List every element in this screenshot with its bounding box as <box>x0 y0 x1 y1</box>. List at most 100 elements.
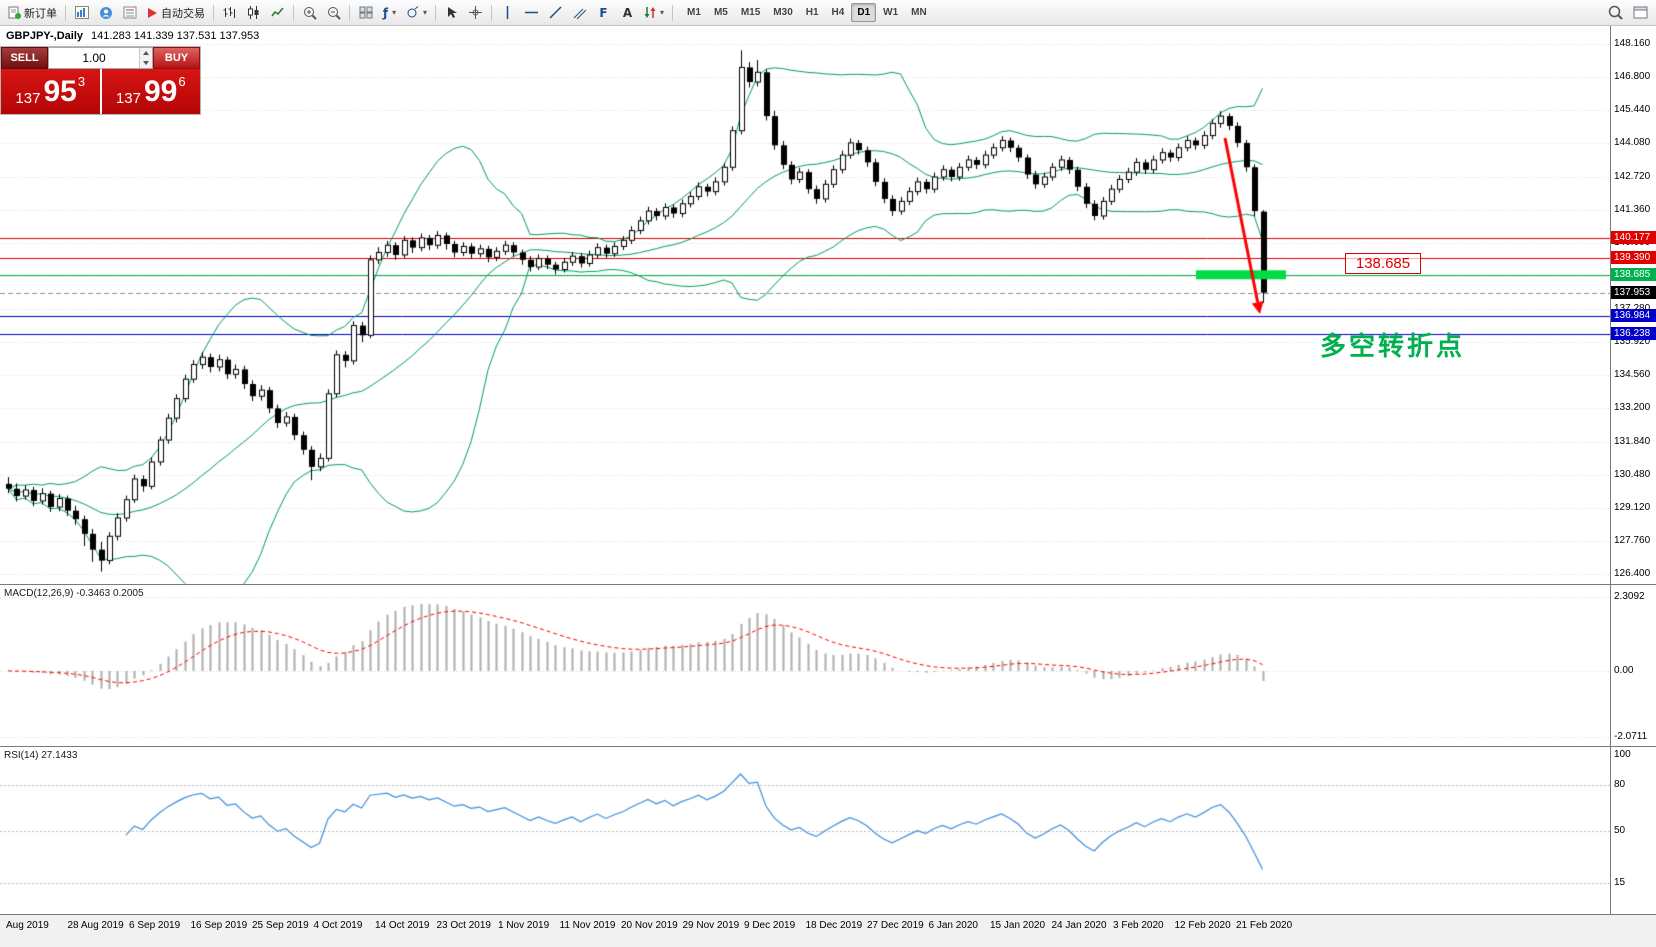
buy-price-integer: 137 <box>115 90 141 107</box>
macd-axis[interactable]: 2.3092 0.00 -2.0711 <box>1610 585 1656 746</box>
zoom-out-icon <box>327 6 341 20</box>
fibonacci-icon: F <box>599 5 608 20</box>
profile-button[interactable] <box>94 2 117 23</box>
price-axis-label: 135.920 <box>1614 336 1651 348</box>
toolbar-separator <box>672 4 674 21</box>
text-tool-icon: A <box>622 5 633 20</box>
turning-point-note[interactable]: 多空转折点 <box>1320 332 1466 362</box>
price-axis[interactable]: 148.160 146.800 145.440 144.080 142.720 141.3… <box>1610 26 1656 584</box>
price-axis-label: 148.160 <box>1614 38 1651 50</box>
buy-price-display[interactable]: 137 99 6 <box>101 69 200 114</box>
zoom-in-button[interactable] <box>298 2 321 23</box>
price-tag: 140.177 <box>1611 231 1656 245</box>
date-axis-label: 18 Dec 2019 <box>805 920 863 931</box>
volume-spinner <box>139 48 152 68</box>
new-order-label: 新订单 <box>24 7 57 20</box>
price-axis-label: 130.480 <box>1614 468 1651 480</box>
bar-chart-icon <box>223 7 235 18</box>
price-axis-label: 134.560 <box>1614 369 1651 381</box>
crosshair-tool-button[interactable] <box>464 2 487 23</box>
volume-control <box>48 47 153 69</box>
vertical-line-tool-button[interactable] <box>496 2 519 23</box>
macd-panel: 2.3092 0.00 -2.0711 MACD(12,26,9) -0.3463 … <box>0 585 1656 747</box>
volume-decrease-icon[interactable] <box>140 58 152 68</box>
buy-button[interactable]: BUY <box>153 47 200 69</box>
timeframe-button-mn[interactable]: MN <box>905 3 933 22</box>
timeframe-button-h1[interactable]: H1 <box>800 3 825 22</box>
text-tool-button[interactable]: A <box>616 2 639 23</box>
date-axis-label: 27 Dec 2019 <box>867 920 924 931</box>
volume-input[interactable] <box>49 48 139 68</box>
volume-increase-icon[interactable] <box>140 48 152 58</box>
market-watch-button[interactable] <box>118 2 141 23</box>
sell-price-point: 3 <box>77 74 86 89</box>
timeframe-button-m30[interactable]: M30 <box>767 3 798 22</box>
price-axis-label: 145.440 <box>1614 104 1651 116</box>
search-icon <box>1608 5 1623 20</box>
cursor-tool-button[interactable] <box>440 2 463 23</box>
price-tag: 138.685 <box>1611 267 1656 281</box>
rsi-axis-label: 100 <box>1614 749 1631 760</box>
window-layout-icon <box>1633 6 1648 19</box>
indicators-button[interactable]: ƒ ▾ <box>378 2 401 23</box>
date-axis-label: 28 Aug 2019 <box>67 920 124 931</box>
zoom-out-button[interactable] <box>322 2 345 23</box>
price-tag: 139.390 <box>1611 250 1656 264</box>
fibonacci-tool-button[interactable]: F <box>592 2 615 23</box>
date-axis-label: 24 Jan 2020 <box>1051 920 1107 931</box>
timeframe-button-d1[interactable]: D1 <box>851 3 877 22</box>
date-axis-label: 25 Sep 2019 <box>252 920 309 931</box>
timeframe-button-h4[interactable]: H4 <box>826 3 851 22</box>
rsi-label: RSI(14) 27.1433 <box>4 750 78 761</box>
dropdown-caret-icon: ▾ <box>423 8 428 17</box>
tile-windows-icon <box>359 6 372 19</box>
candlestick-chart-type-button[interactable] <box>242 2 265 23</box>
objects-button[interactable]: ▾ <box>402 2 431 23</box>
time-axis[interactable]: Aug 2019 28 Aug 2019 6 Sep 2019 16 Sep 2019… <box>0 915 1656 947</box>
toolbar-separator <box>435 4 437 21</box>
timeframe-button-w1[interactable]: W1 <box>877 3 904 22</box>
tile-windows-button[interactable] <box>354 2 377 23</box>
symbol-period-label: GBPJPY-,Daily <box>6 30 84 42</box>
date-axis-label: 4 Oct 2019 <box>313 920 363 931</box>
timeframe-button-m5[interactable]: M5 <box>708 3 734 22</box>
macd-canvas[interactable] <box>0 585 1610 746</box>
price-tag: 136.984 <box>1611 309 1656 323</box>
price-axis-label: 126.400 <box>1614 568 1651 579</box>
buy-price-point: 6 <box>178 74 186 89</box>
bar-chart-type-button[interactable] <box>218 2 241 23</box>
cursor-icon <box>447 7 457 18</box>
auto-trading-label: 自动交易 <box>161 7 205 20</box>
auto-trading-button[interactable]: 自动交易 <box>142 2 209 23</box>
rsi-axis[interactable]: 100 80 50 15 <box>1610 747 1656 914</box>
timeframe-button-m15[interactable]: M15 <box>735 3 766 22</box>
timeframe-button-m1[interactable]: M1 <box>681 3 707 22</box>
window-layout-button[interactable] <box>1629 2 1652 23</box>
price-tag: 137.953 <box>1611 285 1656 299</box>
sell-button[interactable]: SELL <box>1 47 48 69</box>
arrows-icon <box>644 7 656 18</box>
rsi-canvas[interactable] <box>0 747 1610 914</box>
auto-trading-icon <box>146 7 158 19</box>
date-axis-label: 6 Jan 2020 <box>928 920 979 931</box>
macd-axis-label: 2.3092 <box>1614 591 1645 603</box>
crosshair-icon <box>469 6 483 19</box>
candlestick-icon <box>248 6 259 19</box>
arrows-tool-button[interactable]: ▾ <box>640 2 668 23</box>
new-order-button[interactable]: 新订单 <box>4 2 61 23</box>
price-annotation-box[interactable]: 138.685 <box>1345 253 1421 274</box>
line-chart-type-button[interactable] <box>266 2 289 23</box>
channel-tool-button[interactable] <box>568 2 591 23</box>
sell-price-integer: 137 <box>15 90 41 107</box>
sell-price-display[interactable]: 137 95 3 <box>1 69 100 114</box>
main-chart-canvas[interactable] <box>0 26 1610 584</box>
one-click-top-row: SELL BUY <box>1 47 200 69</box>
chart-title: GBPJPY-,Daily 141.283 141.339 137.531 137… <box>6 30 259 42</box>
date-axis-label: 3 Feb 2020 <box>1113 920 1164 931</box>
trendline-tool-button[interactable] <box>544 2 567 23</box>
search-button[interactable] <box>1604 2 1627 23</box>
line-chart-icon <box>271 7 284 17</box>
chart-window-button[interactable] <box>70 2 93 23</box>
horizontal-line-tool-button[interactable] <box>520 2 543 23</box>
